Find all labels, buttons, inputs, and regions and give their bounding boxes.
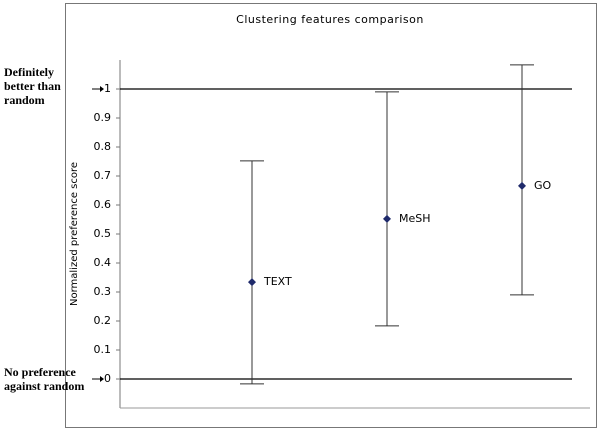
point — [383, 214, 391, 223]
point — [518, 181, 526, 190]
reference-label: No preference against random — [4, 365, 85, 393]
y-tick-label: 0.3 — [94, 285, 112, 298]
chart-title: Clustering features comparison — [236, 13, 424, 26]
y-tick-label: 0.4 — [94, 256, 112, 269]
y-tick-label: 0.6 — [94, 198, 112, 211]
arrow-head — [100, 376, 104, 382]
reference-label-text: Definitely better than random — [4, 65, 61, 107]
reference-label: Definitely better than random — [4, 65, 61, 107]
y-tick-label: 0.1 — [94, 343, 112, 356]
arrow-head — [100, 86, 104, 92]
y-tick-label: 1 — [104, 82, 111, 95]
point-label: GO — [534, 179, 552, 192]
y-tick-label: 0.7 — [94, 169, 112, 182]
point — [248, 278, 256, 287]
point-label: TEXT — [263, 275, 292, 288]
y-tick-label: 0.9 — [94, 111, 112, 124]
chart-frame — [65, 3, 597, 428]
point-label: MeSH — [399, 212, 431, 225]
y-tick-label: 0.5 — [94, 227, 112, 240]
reference-label-text: No preference against random — [4, 365, 85, 393]
y-tick-label: 0.2 — [94, 314, 112, 327]
y-axis-label: Normalized preference score — [69, 162, 80, 306]
y-tick-label: 0 — [104, 372, 111, 385]
y-tick-label: 0.8 — [94, 140, 112, 153]
